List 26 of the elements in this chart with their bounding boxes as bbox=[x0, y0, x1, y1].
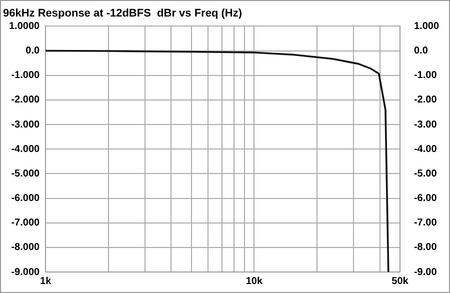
y2-tick-label: 0.0 bbox=[414, 46, 428, 57]
y-tick-label: -9.000 bbox=[11, 266, 40, 278]
x-tick-label: 50k bbox=[392, 276, 409, 287]
y2-tick-label: -5.00 bbox=[414, 168, 438, 180]
y2-tick-label: 1.000 bbox=[414, 20, 440, 32]
y-tick-label: -5.000 bbox=[11, 168, 40, 180]
y-tick-label: -3.000 bbox=[11, 119, 40, 130]
y2-tick-label: -7.00 bbox=[414, 218, 438, 229]
x-tick-label: 1k bbox=[40, 276, 52, 287]
y2-tick-label: -9.00 bbox=[414, 266, 438, 278]
y2-tick-label: -1.00 bbox=[414, 70, 438, 82]
y-tick-label: -2.000 bbox=[11, 94, 40, 106]
chart-title: 96kHz Response at -12dBFS dBr vs Freq (Hz) bbox=[3, 8, 242, 20]
y-tick-label: -1.000 bbox=[11, 70, 40, 82]
y2-tick-label: -6.00 bbox=[414, 193, 438, 204]
y-tick-label: 0.0 bbox=[26, 46, 40, 57]
y2-tick-label: -2.00 bbox=[414, 94, 438, 106]
y-tick-label: -6.000 bbox=[11, 193, 40, 204]
y-tick-label: -7.000 bbox=[11, 218, 40, 229]
y-tick-label: -8.000 bbox=[11, 242, 40, 254]
y-tick-label: 1.0000 bbox=[8, 20, 40, 32]
y2-tick-label: -8.00 bbox=[414, 242, 438, 254]
y-tick-label: -4.000 bbox=[11, 144, 40, 155]
y2-tick-label: -3.00 bbox=[414, 119, 438, 130]
y2-tick-label: -4.00 bbox=[414, 144, 438, 155]
x-tick-label: 10k bbox=[246, 276, 263, 287]
